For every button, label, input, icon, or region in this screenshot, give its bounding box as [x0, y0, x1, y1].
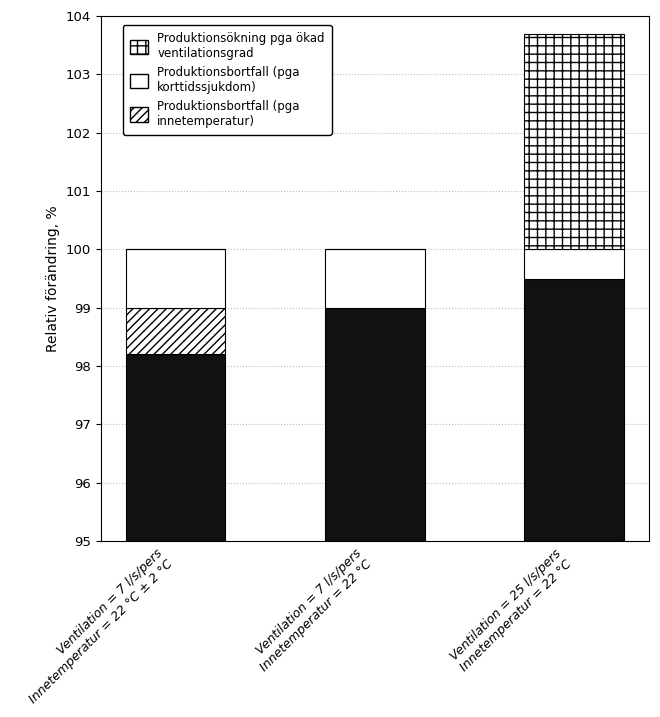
Bar	[125, 354, 225, 541]
Legend: Produktionsökning pga ökad
ventilationsgrad, Produktionsbortfall (pga
korttidssj: Produktionsökning pga ökad ventilationsg…	[123, 24, 332, 135]
Bar	[524, 34, 624, 250]
Bar	[125, 308, 225, 354]
Bar	[325, 308, 424, 541]
Bar	[125, 250, 225, 308]
Bar	[524, 279, 624, 541]
Bar	[325, 250, 424, 308]
Y-axis label: Relativ förändring, %: Relativ förändring, %	[46, 205, 60, 352]
Bar	[524, 250, 624, 279]
